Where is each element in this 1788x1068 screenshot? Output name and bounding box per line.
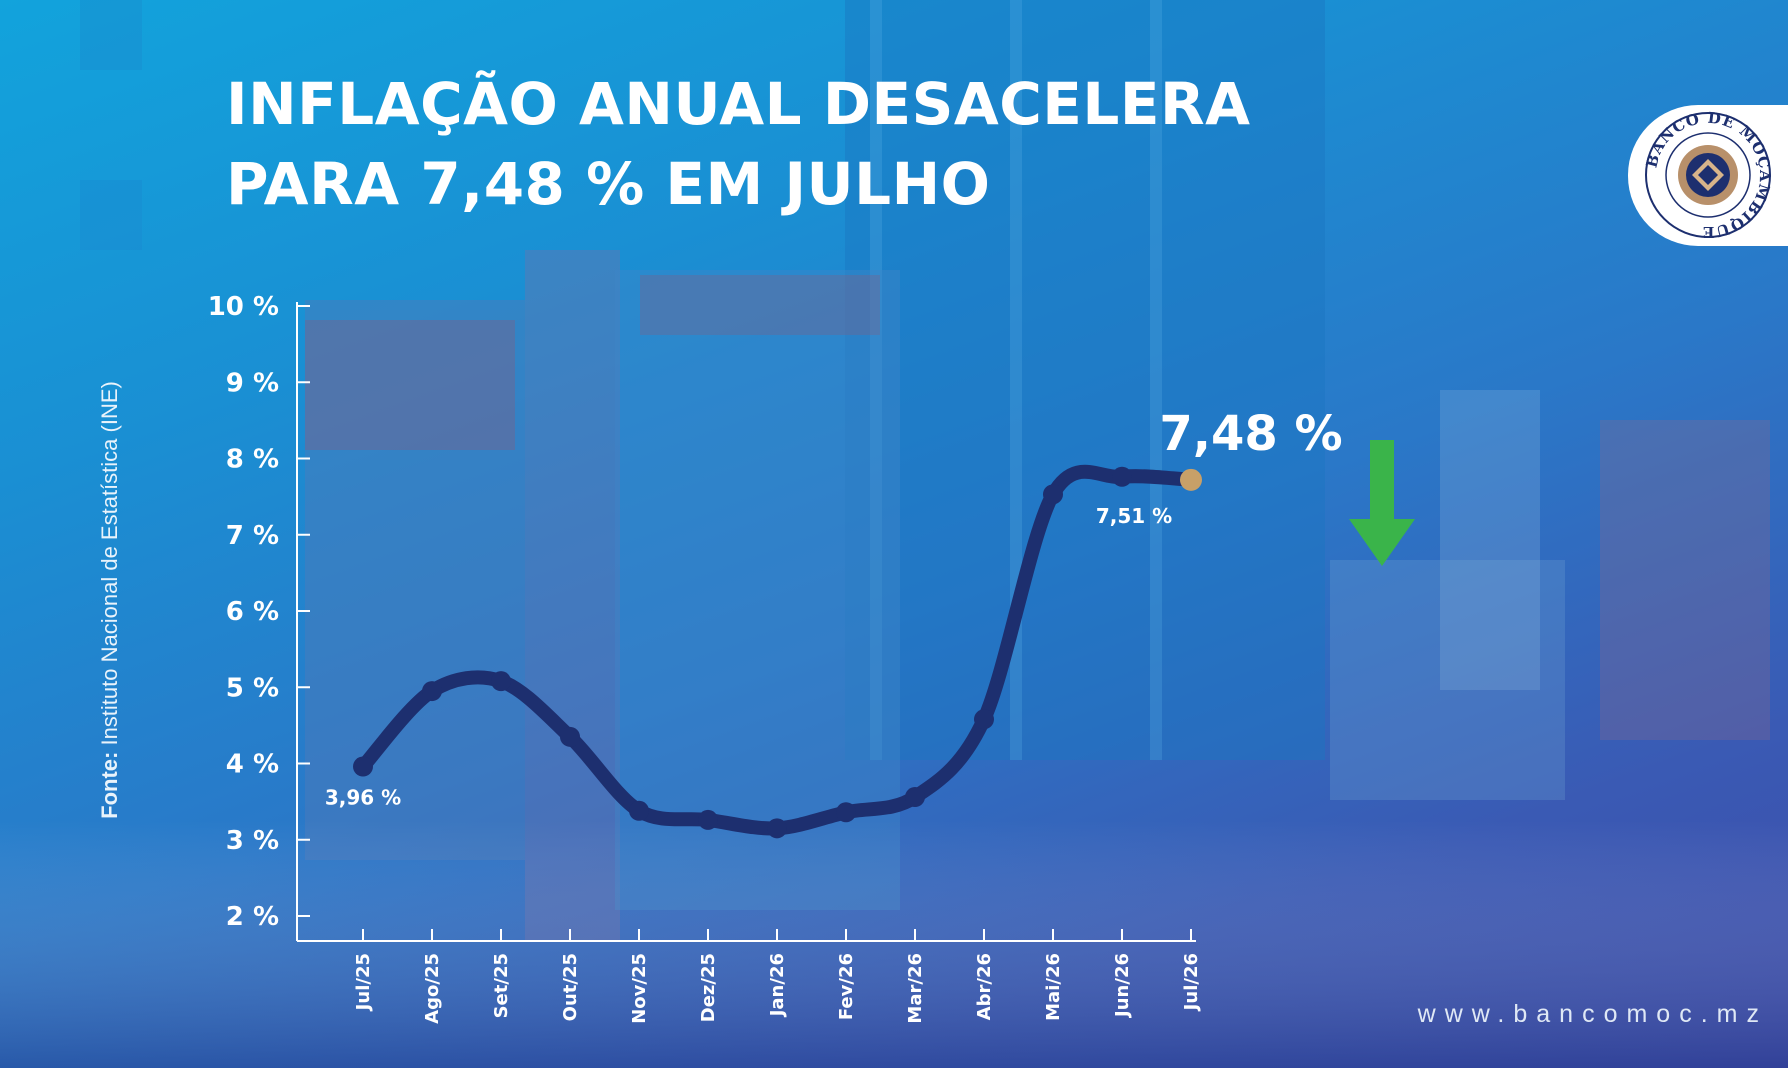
title-line-1: INFLAÇÃO ANUAL DESACELERA — [226, 70, 1251, 138]
data-point — [905, 787, 925, 808]
logo-panel: BANCO DE MOÇAMBIQUE — [1628, 105, 1788, 246]
y-tick-label: 9 % — [226, 368, 279, 398]
highlight-point — [1180, 468, 1202, 491]
x-tick-label: Jul/26 — [1181, 953, 1202, 1012]
data-point — [974, 709, 994, 730]
data-point — [836, 802, 856, 823]
x-axis: Jul/25 Ago/25 Set/25 Out/25 Nov/25 Dez/25 Jan/… — [297, 929, 1202, 1024]
title-line-2: PARA 7,48 % EM JULHO — [226, 150, 991, 218]
y-tick-label: 4 % — [226, 750, 279, 780]
y-tick-label: 3 % — [226, 826, 279, 856]
y-axis: 2 % 3 % 4 % 5 % 6 % 7 % 8 % 9 % 10 % — [208, 292, 310, 941]
data-point — [560, 726, 580, 747]
x-tick-label: Mar/26 — [905, 953, 926, 1024]
y-tick-label: 5 % — [226, 673, 279, 703]
data-label: 7,51 % — [1096, 504, 1172, 528]
y-tick-label: 8 % — [226, 445, 279, 475]
y-tick-label: 2 % — [226, 902, 279, 932]
arrow-down-icon — [1349, 440, 1415, 566]
data-point — [629, 800, 649, 821]
page-title: INFLAÇÃO ANUAL DESACELERA PARA 7,48 % EM… — [226, 64, 1251, 224]
data-point — [422, 681, 442, 702]
data-labels: 3,96 % 7,51 % 7,48 % — [325, 406, 1343, 810]
x-tick-label: Abr/26 — [974, 953, 995, 1020]
x-tick-label: Set/25 — [491, 953, 512, 1018]
y-tick-label: 7 % — [226, 521, 279, 551]
highlight-value-label: 7,48 % — [1159, 406, 1342, 462]
inflation-series — [353, 464, 1202, 839]
x-tick-label: Jan/26 — [767, 953, 788, 1018]
x-tick-label: Nov/25 — [629, 953, 650, 1024]
banco-de-mocambique-logo: BANCO DE MOÇAMBIQUE — [1642, 109, 1773, 241]
data-label: 3,96 % — [325, 786, 401, 810]
x-tick-label: Fev/26 — [836, 953, 857, 1020]
x-tick-label: Mai/26 — [1043, 953, 1064, 1021]
arrow-head — [1349, 519, 1415, 566]
y-tick-label: 10 % — [208, 292, 279, 322]
x-tick-label: Ago/25 — [422, 953, 443, 1024]
website-url[interactable]: www.bancomoc.mz — [1417, 1000, 1768, 1028]
data-point — [767, 818, 787, 839]
data-point — [491, 671, 511, 692]
arrow-shaft — [1370, 440, 1394, 520]
y-tick-label: 6 % — [226, 597, 279, 627]
x-tick-label: Jul/25 — [353, 953, 374, 1012]
data-point — [353, 756, 373, 777]
x-tick-label: Dez/25 — [698, 953, 719, 1022]
data-point — [1043, 484, 1063, 505]
data-point — [698, 809, 718, 830]
x-tick-label: Out/25 — [560, 953, 581, 1021]
x-tick-label: Jun/26 — [1112, 953, 1133, 1019]
data-point — [1112, 466, 1132, 487]
series-line — [356, 464, 1198, 836]
